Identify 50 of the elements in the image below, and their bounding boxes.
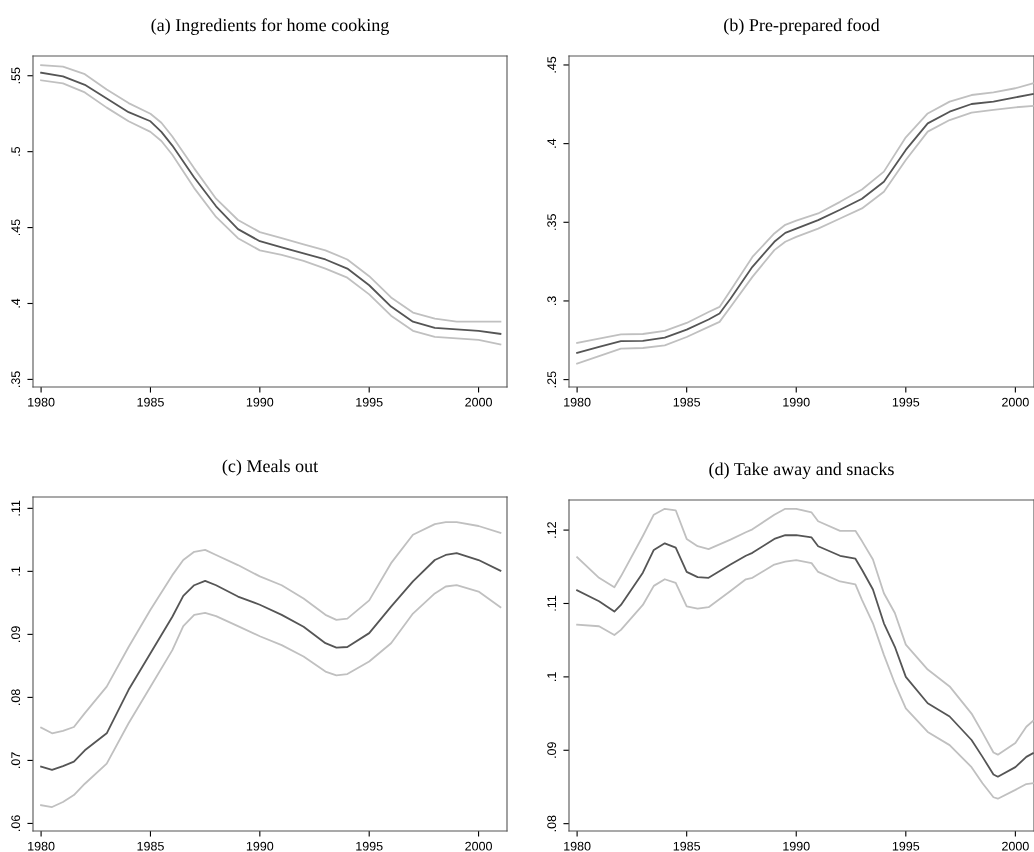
line-series (40, 552, 502, 771)
x-tick-label: 1995 (892, 397, 920, 407)
y-tick-label: .1 (547, 672, 556, 681)
x-tick-label: 1980 (564, 841, 591, 851)
x-tick-label: 1985 (673, 397, 701, 407)
y-tick-label: .4 (11, 298, 20, 308)
y-tick-label: .08 (11, 689, 21, 705)
x-tick-label: 1995 (356, 841, 383, 851)
y-tick-label: .06 (11, 815, 21, 831)
line-series (576, 559, 1034, 800)
x-tick-label: 1980 (28, 841, 55, 851)
x-tick-label: 1995 (892, 841, 920, 851)
y-tick-label: .35 (547, 214, 557, 230)
x-tick-label: 1990 (246, 397, 274, 407)
chart-title: (c) Meals out (222, 459, 319, 476)
x-tick-label: 1990 (246, 841, 274, 851)
y-tick-label: .08 (547, 815, 557, 832)
x-tick-label: 2000 (465, 841, 492, 851)
y-tick-label: .11 (11, 500, 20, 516)
y-tick-label: .5 (11, 146, 21, 156)
x-tick-label: 1985 (137, 841, 164, 851)
x-tick-label: 2000 (1002, 397, 1029, 407)
chart-title: (d) Take away and snacks (709, 462, 894, 479)
y-tick-label: .45 (11, 219, 21, 236)
y-tick-label: .25 (547, 371, 557, 388)
y-tick-label: .09 (11, 626, 21, 642)
x-tick-label: 1980 (564, 397, 591, 407)
y-tick-label: .1 (11, 566, 20, 576)
line-series (40, 521, 502, 735)
x-tick-label: 1990 (783, 841, 810, 851)
y-tick-label: .3 (547, 296, 557, 306)
line-series (40, 584, 502, 808)
chart-title: (a) Ingredients for home cooking (151, 18, 389, 35)
y-tick-label: .11 (547, 595, 556, 611)
x-tick-label: 1985 (137, 397, 164, 407)
chart-title: (b) Pre-prepared food (724, 18, 880, 35)
x-tick-label: 1995 (356, 397, 383, 407)
x-tick-label: 2000 (1002, 841, 1029, 851)
line-series (576, 507, 1034, 756)
x-tick-label: 1985 (673, 841, 701, 851)
x-tick-label: 2000 (465, 397, 492, 407)
x-tick-label: 1980 (28, 397, 55, 407)
y-tick-label: .07 (11, 752, 21, 768)
y-tick-label: .45 (547, 56, 557, 73)
x-tick-label: 1990 (783, 397, 810, 407)
y-tick-label: .12 (547, 522, 556, 538)
y-tick-label: .4 (547, 138, 556, 148)
y-tick-label: .09 (547, 742, 557, 758)
y-tick-label: .35 (11, 371, 21, 387)
y-tick-label: .55 (11, 67, 21, 84)
